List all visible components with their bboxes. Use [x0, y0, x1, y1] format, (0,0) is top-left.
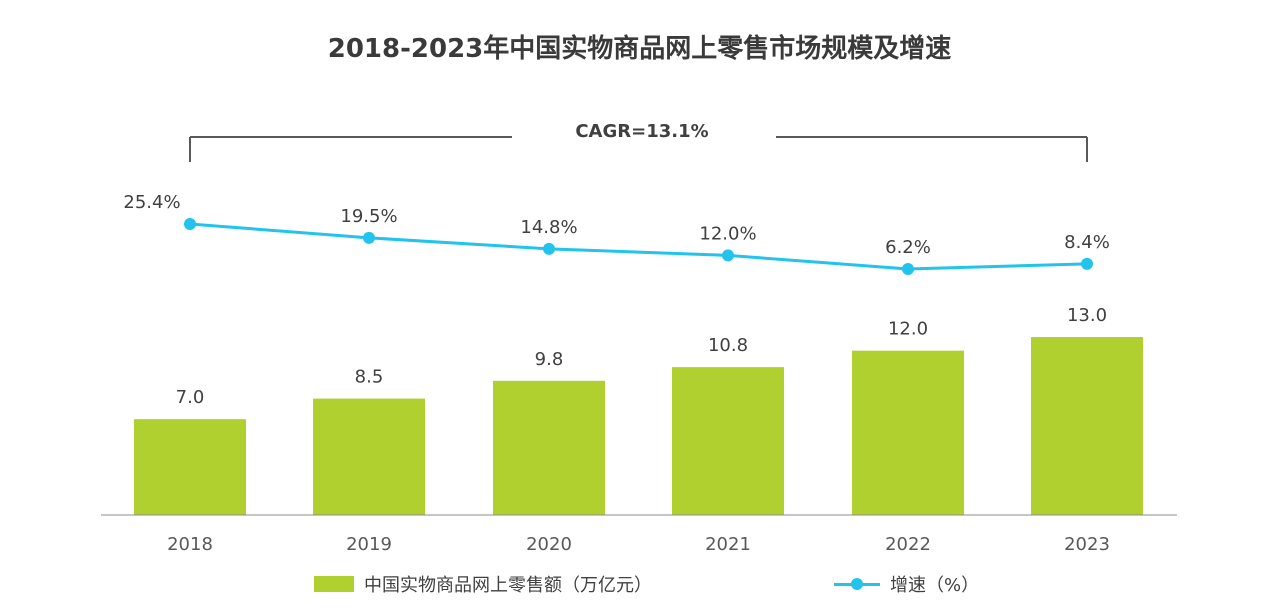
- growth-label-2020: 14.8%: [520, 217, 577, 238]
- x-tick-2020: 2020: [526, 534, 572, 555]
- growth-line: [189, 222, 1088, 271]
- legend-bar-swatch: [314, 576, 354, 592]
- cagr-bracket: [189, 136, 1088, 162]
- bar-label-2020: 9.8: [535, 349, 564, 370]
- legend-item-growth: 增速（%）: [834, 568, 979, 600]
- growth-point-2018: [184, 218, 196, 230]
- growth-line-series: [184, 218, 1093, 275]
- growth-point-2020: [543, 242, 555, 255]
- bar-label-2022: 12.0: [888, 319, 928, 340]
- growth-point-2022: [902, 263, 914, 275]
- bar-value-labels: 7.0 8.5 9.8 10.8 12.0 13.0: [176, 305, 1107, 408]
- bar-label-2018: 7.0: [176, 387, 205, 408]
- cagr-annotation: CAGR=13.1%: [575, 121, 708, 142]
- growth-point-2021: [722, 249, 734, 262]
- growth-value-labels: 25.4% 19.5% 14.8% 12.0% 6.2% 8.4%: [123, 192, 1109, 258]
- bar-2018: [134, 419, 246, 515]
- bar-2022: [852, 350, 964, 515]
- legend-label-retail-sales: 中国实物商品网上零售额（万亿元）: [364, 575, 652, 596]
- x-tick-2022: 2022: [885, 534, 931, 555]
- x-tick-2023: 2023: [1064, 534, 1110, 555]
- bar-label-2021: 10.8: [708, 335, 748, 356]
- growth-label-2019: 19.5%: [340, 206, 397, 227]
- x-tick-2019: 2019: [346, 534, 392, 555]
- bar-2020: [493, 380, 605, 515]
- x-tick-2018: 2018: [167, 534, 213, 555]
- growth-point-2019: [363, 231, 375, 244]
- growth-label-2022: 6.2%: [885, 237, 931, 258]
- legend-label-growth: 增速（%）: [890, 575, 980, 596]
- growth-label-2018: 25.4%: [123, 192, 180, 213]
- bar-2023: [1031, 337, 1143, 515]
- bar-2021: [672, 367, 784, 515]
- legend-item-retail-sales: 中国实物商品网上零售额（万亿元）: [314, 568, 652, 600]
- x-tick-2021: 2021: [705, 534, 751, 555]
- x-axis-ticks: 2018 2019 2020 2021 2022 2023: [167, 534, 1110, 555]
- legend-line-swatch: [834, 576, 880, 592]
- growth-label-2021: 12.0%: [699, 223, 756, 244]
- bar-label-2023: 13.0: [1067, 305, 1107, 326]
- growth-label-2023: 8.4%: [1064, 232, 1110, 253]
- bar-label-2019: 8.5: [355, 367, 384, 388]
- bar-series: [134, 337, 1143, 515]
- chart-title: 2018-2023年中国实物商品网上零售市场规模及增速: [327, 34, 952, 64]
- growth-point-2023: [1081, 257, 1093, 270]
- bar-2019: [313, 398, 425, 515]
